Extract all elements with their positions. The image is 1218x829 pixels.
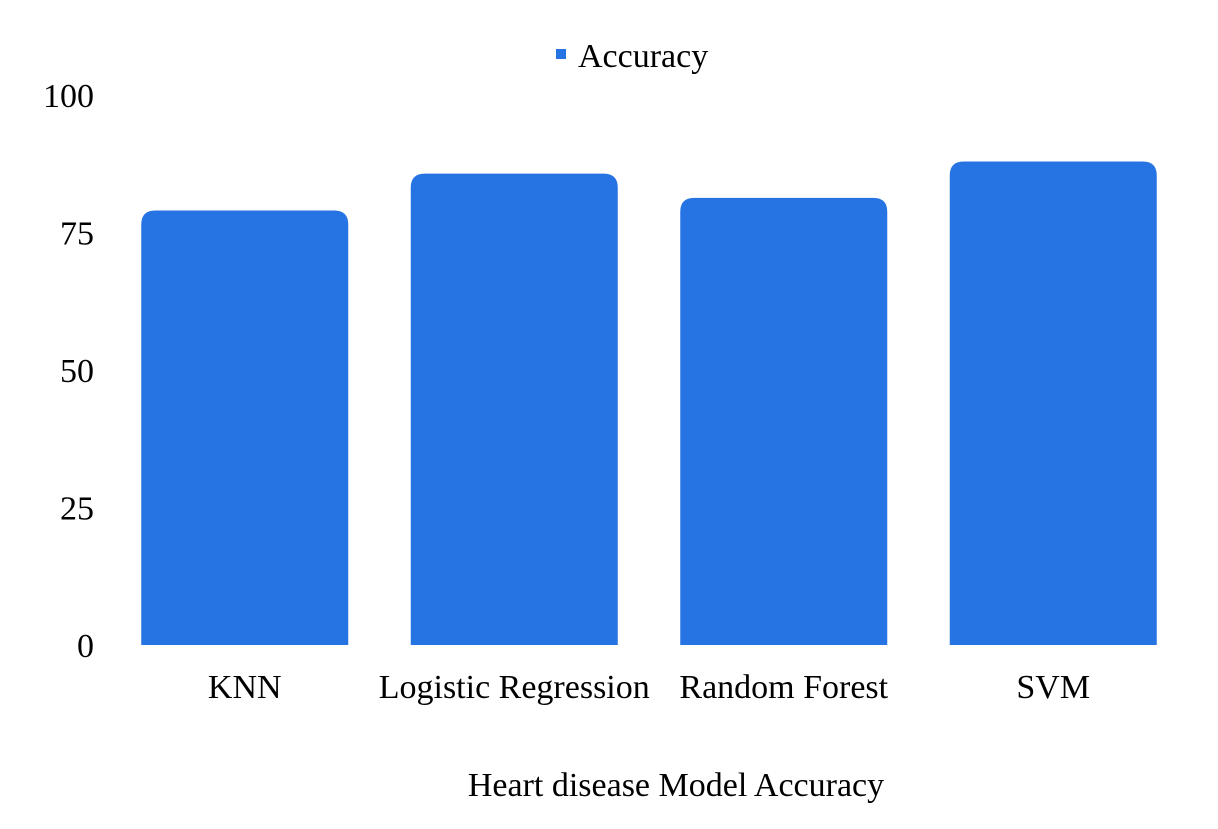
legend: Accuracy <box>556 38 708 75</box>
y-tick-label: 0 <box>77 628 94 665</box>
x-tick-label: SVM <box>1016 669 1090 706</box>
x-tick-label: KNN <box>208 669 282 706</box>
y-tick-label: 75 <box>60 216 94 253</box>
legend-swatch <box>556 49 566 59</box>
x-tick-label: Logistic Regression <box>379 669 650 706</box>
y-axis-ticks: 0 25 50 75 100 <box>43 78 94 665</box>
bar <box>949 161 1157 646</box>
y-tick-label: 50 <box>60 353 94 390</box>
x-tick-label: Random Forest <box>679 669 888 706</box>
x-axis-ticks: KNN Logistic Regression Random Forest SVM <box>208 669 1090 706</box>
y-tick-label: 25 <box>60 491 94 528</box>
bar <box>141 210 349 645</box>
bar <box>680 197 888 645</box>
bars <box>141 161 1157 646</box>
x-axis-label: Heart disease Model Accuracy <box>468 767 884 804</box>
legend-label: Accuracy <box>578 38 708 75</box>
bar <box>410 173 618 645</box>
y-tick-label: 100 <box>43 78 94 115</box>
